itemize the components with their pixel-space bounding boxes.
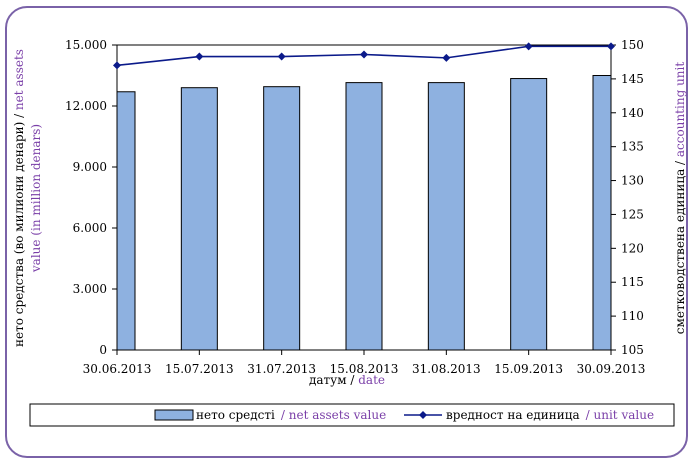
bar-series xyxy=(116,75,612,351)
unit-value-point xyxy=(524,42,533,51)
x-tick-label: 15.09.2013 xyxy=(494,362,563,376)
left-axis-ticks: 0 3.000 6.000 9.000 12.000 15.000 xyxy=(65,38,117,357)
bar xyxy=(116,91,136,351)
x-tick-label: 30.09.2013 xyxy=(577,362,646,376)
unit-value-point xyxy=(277,52,286,61)
left-tick-label: 0 xyxy=(99,343,107,357)
legend: нето средстi / net assets value вредност … xyxy=(29,403,675,427)
x-tick-label: 30.06.2013 xyxy=(83,362,152,376)
left-tick-label: 15.000 xyxy=(65,38,107,52)
left-axis-title-line2: value (in million denars) xyxy=(29,124,43,273)
unit-value-point xyxy=(442,53,451,62)
right-tick-label: 145 xyxy=(621,72,644,86)
right-tick-label: 130 xyxy=(621,174,644,188)
left-tick-label: 6.000 xyxy=(73,221,107,235)
legend-bar-label: нето средстi / net assets value xyxy=(196,408,386,422)
x-axis-ticks: 30.06.2013 15.07.2013 31.07.2013 15.08.2013… xyxy=(83,350,646,376)
right-tick-label: 115 xyxy=(621,275,644,289)
bar xyxy=(345,82,383,351)
left-tick-label: 3.000 xyxy=(73,282,107,296)
x-tick-label: 31.07.2013 xyxy=(247,362,316,376)
x-tick-label: 31.08.2013 xyxy=(412,362,481,376)
right-axis-title: сметководствена единица / accounting uni… xyxy=(673,62,687,335)
right-tick-label: 105 xyxy=(621,343,644,357)
x-tick-label: 15.07.2013 xyxy=(165,362,234,376)
bar xyxy=(427,82,465,351)
left-axis-title-line1: нето средства (во милиони денари) / net … xyxy=(12,49,26,347)
unit-value-point xyxy=(360,50,368,59)
left-tick-label: 12.000 xyxy=(65,99,107,113)
right-tick-label: 140 xyxy=(621,106,644,120)
legend-diamond-marker xyxy=(419,411,427,419)
x-tick-label: 15.08.2013 xyxy=(330,362,399,376)
unit-value-points xyxy=(113,42,615,70)
legend-bar-swatch xyxy=(154,409,194,421)
bar xyxy=(510,78,548,351)
right-tick-label: 120 xyxy=(621,241,644,255)
right-axis-ticks: 105 110 115 120 125 130 135 140 145 150 xyxy=(611,38,644,357)
right-tick-label: 150 xyxy=(621,38,644,52)
bar xyxy=(263,86,301,351)
bar xyxy=(180,87,218,351)
left-tick-label: 9.000 xyxy=(73,160,107,174)
right-tick-label: 135 xyxy=(621,140,644,154)
unit-value-point xyxy=(195,52,204,61)
x-axis-title: датум / date xyxy=(309,373,385,387)
legend-line-label: вредност на единица / unit value xyxy=(446,408,654,422)
unit-value-point xyxy=(607,42,615,51)
right-tick-label: 110 xyxy=(621,309,644,323)
unit-value-point xyxy=(113,61,121,70)
right-tick-label: 125 xyxy=(621,207,644,221)
bar xyxy=(592,75,612,351)
